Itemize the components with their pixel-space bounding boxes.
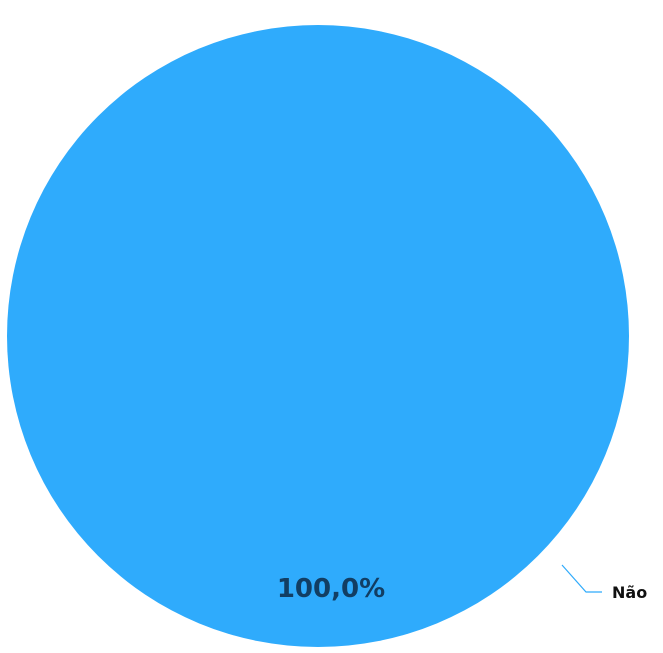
data-label-percent: 100,0% <box>277 574 385 604</box>
labels-group: 100,0% Não <box>277 574 647 604</box>
category-label: Não <box>612 583 647 602</box>
leader-line <box>561 564 602 593</box>
slices-group <box>7 25 629 647</box>
leader-lines-group <box>561 564 602 593</box>
pie-slice-Não <box>7 25 629 647</box>
